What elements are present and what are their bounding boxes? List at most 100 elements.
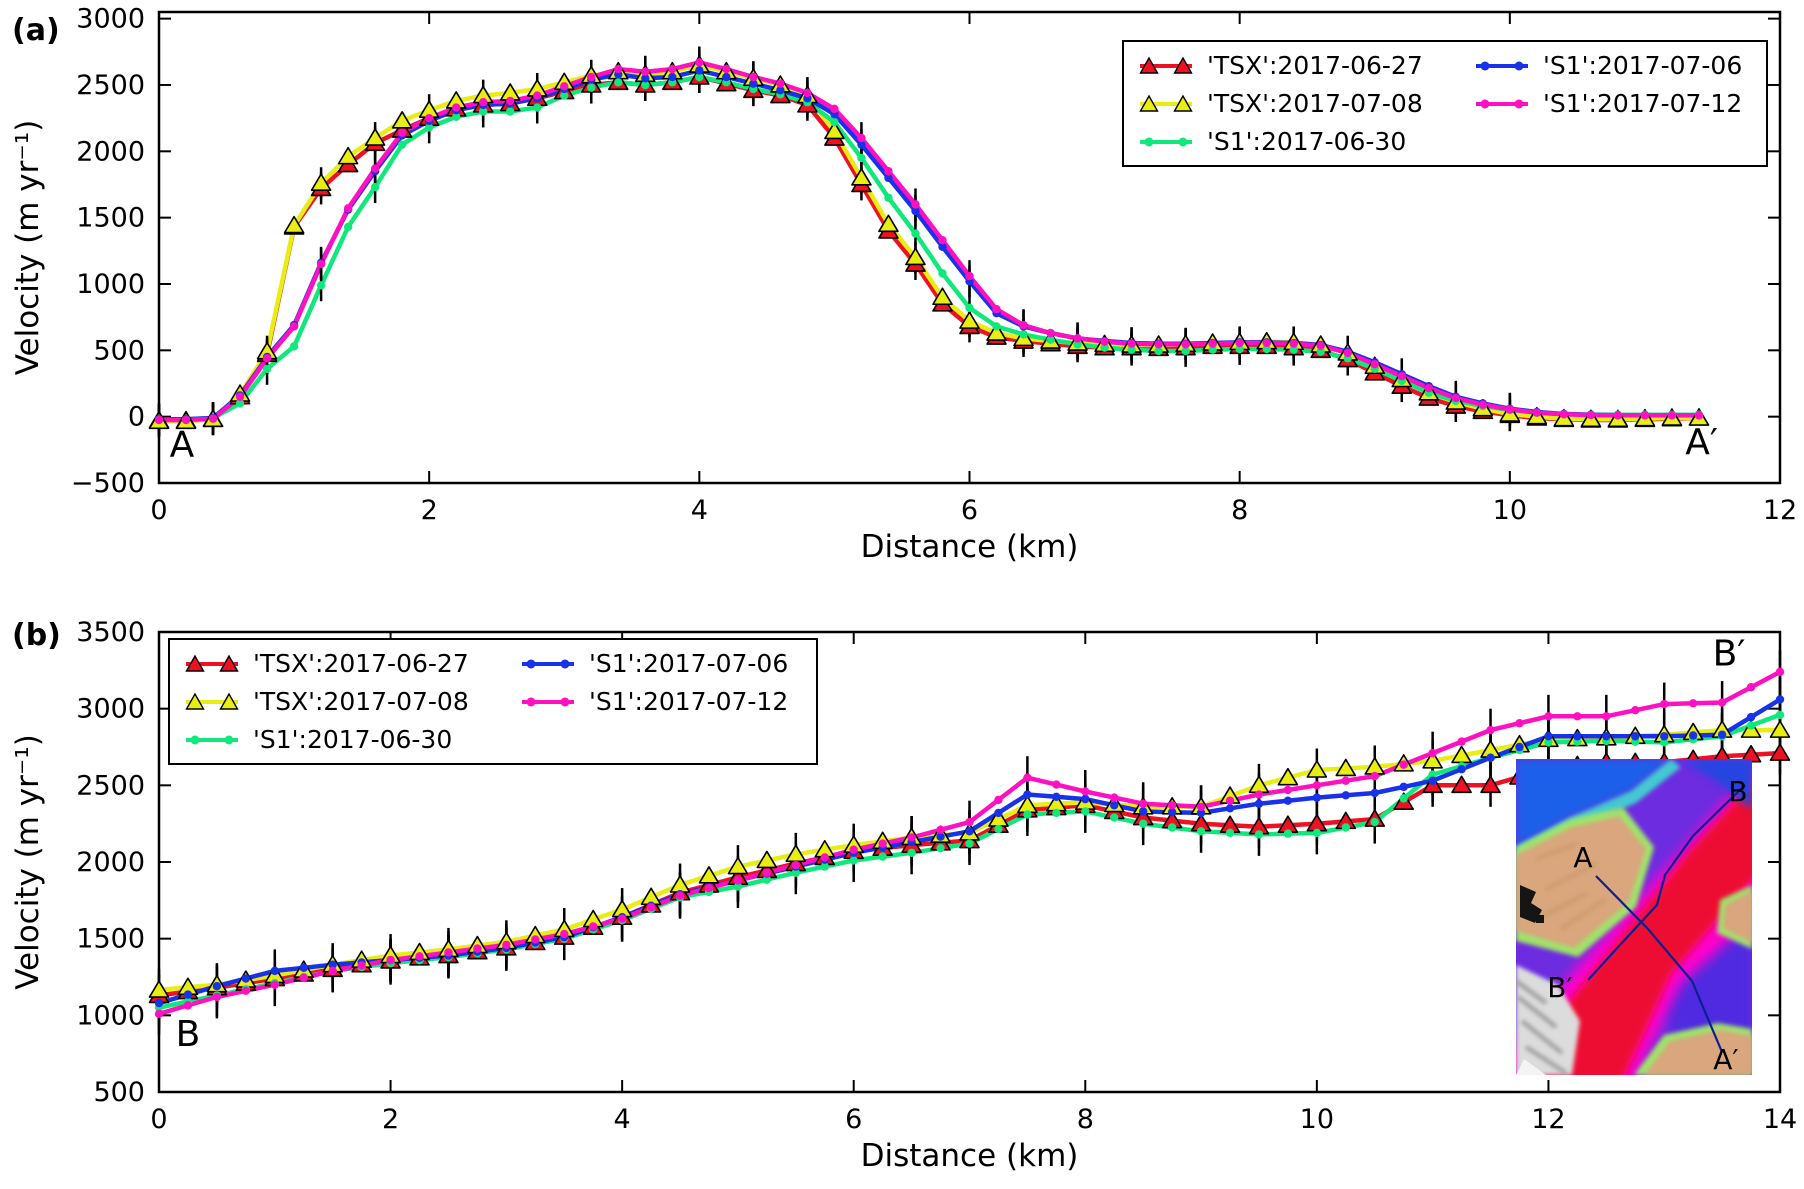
legend-label: 'S1':2017-06-30 <box>253 725 453 754</box>
inset-label-b: B <box>1728 775 1747 808</box>
legend-label: 'S1':2017-07-06 <box>589 649 789 678</box>
inset-fast-flow-channel <box>1532 784 1752 1075</box>
inset-bottom-land-area <box>1644 1030 1752 1075</box>
legend-label: 'S1':2017-07-06 <box>1543 51 1743 80</box>
y-tick-label: 3500 <box>76 617 145 648</box>
y-tick-label: 1000 <box>76 269 145 300</box>
y-tick-label: 500 <box>93 1077 145 1108</box>
legend-marker-TSX-2017-06-27 <box>185 654 239 672</box>
inset-dark-patch <box>1520 885 1542 923</box>
legend-label: 'S1':2017-07-12 <box>589 687 789 716</box>
legend-marker-S1-2017-06-30 <box>1140 137 1192 146</box>
annotation-a: A′ <box>1685 422 1718 463</box>
legend-marker-TSX-2017-06-27 <box>1139 56 1193 74</box>
transect-line-b <box>1587 784 1746 981</box>
y-tick-label: 2000 <box>76 847 145 878</box>
legend-entry-TSX-2017-06-27: 'TSX':2017-06-27 <box>1137 51 1473 80</box>
y-tick-label: −500 <box>71 468 145 499</box>
x-tick-label: 10 <box>1493 495 1527 526</box>
x-tick-label: 8 <box>1077 1104 1094 1135</box>
legend-column: 'S1':2017-07-06 'S1':2017-07-12 <box>1473 51 1742 156</box>
legend-marker-S1-2017-07-12 <box>1476 99 1528 108</box>
y-tick-label: 1500 <box>76 924 145 955</box>
inset-dark-patch-2 <box>1536 915 1544 923</box>
x-tick-label: 6 <box>845 1104 862 1135</box>
inset-right-land-patch <box>1723 891 1752 943</box>
inset-label-b-prime: B′ <box>1547 971 1573 1004</box>
inset-land-area <box>1516 816 1646 948</box>
legend-entry-S1-2017-07-06: 'S1':2017-07-06 <box>1473 51 1742 80</box>
annotation-b: B′ <box>1713 634 1746 675</box>
legend-entry-S1-2017-07-12: 'S1':2017-07-12 <box>1473 89 1742 118</box>
panel-letter-a: (a) <box>12 13 60 48</box>
legend-marker-TSX-2017-07-08 <box>185 692 239 710</box>
y-tick-label: 1000 <box>76 1000 145 1031</box>
inset-label-a: A <box>1573 841 1592 874</box>
y-tick-label: 500 <box>93 335 145 366</box>
x-tick-label: 6 <box>961 495 978 526</box>
x-tick-label: 2 <box>382 1104 399 1135</box>
x-tick-label: 12 <box>1531 1104 1565 1135</box>
legend-entry-TSX-2017-07-08: 'TSX':2017-07-08 <box>183 687 519 716</box>
x-axis-title-a: Distance (km) <box>861 529 1079 565</box>
inset-velocity-map: A B B′ A′ <box>1516 759 1752 1075</box>
legend-label: 'TSX':2017-06-27 <box>253 649 469 678</box>
series-markers-S1-2017-07-12 <box>154 667 1785 1018</box>
x-tick-label: 14 <box>1763 1104 1797 1135</box>
y-tick-label: 3000 <box>76 694 145 725</box>
legend-marker-S1-2017-07-06 <box>1476 61 1528 70</box>
transect-line-a <box>1595 875 1724 1053</box>
legend-label: 'TSX':2017-07-08 <box>1207 89 1423 118</box>
x-tick-label: 0 <box>150 1104 167 1135</box>
legend-panel-b: 'TSX':2017-06-27 'TSX':2017-07-08 'S1':201… <box>168 638 818 765</box>
legend-column: 'TSX':2017-06-27 'TSX':2017-07-08 'S1':201… <box>1137 51 1473 156</box>
legend-label: 'TSX':2017-06-27 <box>1207 51 1423 80</box>
x-tick-label: 12 <box>1763 495 1797 526</box>
inset-land-texture <box>1535 842 1607 931</box>
panel-letter-b: (b) <box>12 618 61 653</box>
legend-entry-S1-2017-07-12: 'S1':2017-07-12 <box>519 687 788 716</box>
legend-label: 'S1':2017-06-30 <box>1207 127 1407 156</box>
legend-entry-S1-2017-06-30: 'S1':2017-06-30 <box>183 725 519 754</box>
legend-entry-TSX-2017-06-27: 'TSX':2017-06-27 <box>183 649 519 678</box>
series-line-S1-2017-07-12 <box>156 60 1702 423</box>
legend-entry-TSX-2017-07-08: 'TSX':2017-07-08 <box>1137 89 1473 118</box>
y-tick-label: 2500 <box>76 770 145 801</box>
legend-panel-a: 'TSX':2017-06-27 'TSX':2017-07-08 'S1':201… <box>1122 40 1768 167</box>
inset-map-canvas: A B B′ A′ <box>1516 759 1752 1075</box>
legend-entry-S1-2017-06-30: 'S1':2017-06-30 <box>1137 127 1473 156</box>
series-markers-S1-2017-07-12 <box>154 58 1704 425</box>
x-tick-label: 10 <box>1300 1104 1334 1135</box>
inset-blue-region-topright <box>1681 759 1752 809</box>
x-tick-label: 4 <box>614 1104 631 1135</box>
panel-a: 0 2 4 6 8 10 12300025002000150010005000−500Dis… <box>10 4 1797 565</box>
legend-label: 'TSX':2017-07-08 <box>253 687 469 716</box>
legend-marker-S1-2017-07-06 <box>522 659 574 668</box>
legend-marker-S1-2017-07-12 <box>522 697 574 706</box>
x-tick-label: 2 <box>421 495 438 526</box>
x-tick-label: 4 <box>691 495 708 526</box>
x-tick-label: 0 <box>150 495 167 526</box>
legend-entry-S1-2017-07-06: 'S1':2017-07-06 <box>519 649 788 678</box>
legend-label: 'S1':2017-07-12 <box>1543 89 1743 118</box>
y-tick-label: 3000 <box>76 4 145 35</box>
y-axis-title-b: Velocity (m yr⁻¹) <box>10 734 46 990</box>
x-tick-label: 8 <box>1231 495 1248 526</box>
legend-column: 'TSX':2017-06-27 'TSX':2017-07-08 'S1':201… <box>183 649 519 754</box>
y-tick-label: 1500 <box>76 203 145 234</box>
legend-column: 'S1':2017-07-06 'S1':2017-07-12 <box>519 649 788 754</box>
y-tick-label: 0 <box>128 402 145 433</box>
series-line-S1-2017-06-30 <box>156 74 1702 422</box>
inset-sar-highlight <box>1516 1059 1546 1075</box>
legend-marker-TSX-2017-07-08 <box>1139 94 1193 112</box>
y-tick-label: 2000 <box>76 136 145 167</box>
annotation-a: A <box>170 424 195 465</box>
inset-sar-texture <box>1516 979 1568 1075</box>
y-axis-title-a: Velocity (m yr⁻¹) <box>10 120 46 376</box>
inset-blue-region-topleft <box>1516 759 1671 847</box>
legend-marker-S1-2017-06-30 <box>186 735 238 744</box>
inset-label-a-prime: A′ <box>1713 1043 1739 1075</box>
y-tick-label: 2500 <box>76 70 145 101</box>
annotation-b: B <box>176 1014 201 1055</box>
